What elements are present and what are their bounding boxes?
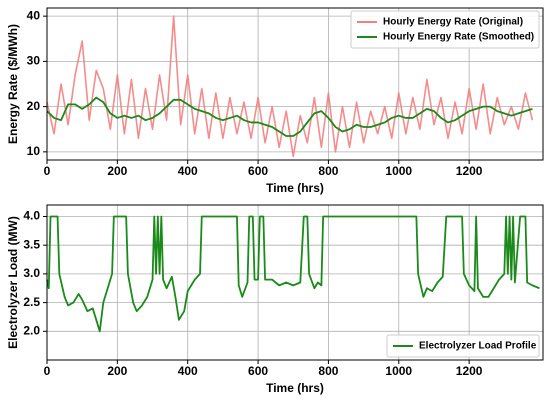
y-tick-label: 3.0 <box>23 266 40 280</box>
x-tick-label: 400 <box>178 364 198 378</box>
x-tick-label: 600 <box>248 164 268 178</box>
x-axis-label: Time (hrs) <box>266 381 324 395</box>
legend-label: Electrolyzer Load Profile <box>419 341 537 352</box>
y-tick-label: 2.5 <box>23 295 40 309</box>
y-axis-label: Electrolyzer Load (MW) <box>6 216 20 349</box>
x-tick-label: 600 <box>248 364 268 378</box>
legend-box <box>350 10 540 49</box>
legend-box <box>386 334 540 358</box>
x-tick-label: 200 <box>107 364 127 378</box>
y-tick-label: 20 <box>27 99 41 113</box>
x-tick-label: 1000 <box>385 164 412 178</box>
x-tick-label: 1200 <box>456 364 483 378</box>
data-line <box>46 215 540 333</box>
data-line <box>46 96 533 137</box>
x-tick-label: 200 <box>107 164 127 178</box>
y-axis-label: Energy Rate ($/MWh) <box>6 24 20 144</box>
x-tick-label: 400 <box>178 164 198 178</box>
y-tick-label: 3.5 <box>23 237 40 251</box>
y-tick-label: 40 <box>27 8 41 22</box>
legend-label: Hourly Energy Rate (Smoothed) <box>383 32 534 43</box>
y-tick-label: 2.0 <box>23 323 40 337</box>
x-tick-label: 0 <box>44 164 51 178</box>
x-tick-label: 800 <box>318 364 338 378</box>
data-line <box>46 15 534 158</box>
y-tick-label: 4.0 <box>23 209 40 223</box>
y-tick-label: 10 <box>27 144 41 158</box>
x-axis-label: Time (hrs) <box>266 181 324 195</box>
y-tick-label: 30 <box>27 54 41 68</box>
x-tick-label: 1200 <box>456 164 483 178</box>
x-tick-label: 800 <box>318 164 338 178</box>
axes-frame <box>46 204 544 361</box>
legend-label: Hourly Energy Rate (Original) <box>383 17 523 28</box>
axes-frame <box>46 7 544 161</box>
x-tick-label: 0 <box>44 364 51 378</box>
x-tick-label: 1000 <box>385 364 412 378</box>
